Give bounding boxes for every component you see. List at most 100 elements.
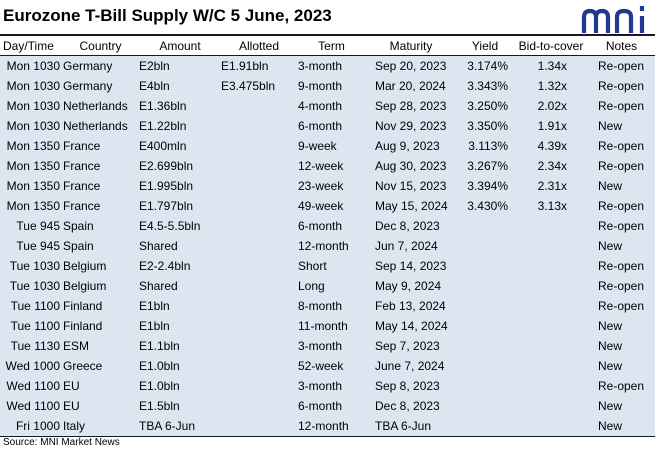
cell-maturity: Sep 28, 2023 <box>375 99 447 113</box>
cell-country: Germany <box>63 59 113 73</box>
cell-bid-to-cover <box>514 416 588 437</box>
cell-maturity: Mar 20, 2024 <box>375 79 446 93</box>
header-yield: Yield <box>456 36 514 56</box>
cell-notes: New <box>598 399 623 413</box>
cell-allotted <box>221 256 297 276</box>
table-row: Mon 1350 France E400mln 9-week Aug 9, 2023 3.… <box>0 136 655 156</box>
cell-country: Spain <box>63 219 94 233</box>
cell-maturity: Dec 8, 2023 <box>375 399 440 413</box>
cell-notes: New <box>598 179 623 193</box>
cell-yield: 3.113% <box>468 139 508 153</box>
cell-day-time: Tue 945 <box>16 219 60 233</box>
header-maturity: Maturity <box>366 36 456 56</box>
tbill-supply-table: Day/Time Country Amount Allotted Term Ma… <box>0 36 655 437</box>
cell-allotted <box>221 356 297 376</box>
header-country: Country <box>62 36 139 56</box>
cell-maturity: Jun 7, 2024 <box>375 239 438 253</box>
cell-day-time: Mon 1030 <box>6 99 60 113</box>
table-row: Mon 1030 Germany E4bln E3.475bln 9-month Mar … <box>0 76 655 96</box>
cell-amount: E1bln <box>139 299 170 313</box>
cell-term: 3-month <box>298 339 343 353</box>
cell-term: 12-month <box>298 239 349 253</box>
cell-term: 11-month <box>298 319 348 333</box>
cell-country: Italy <box>63 419 86 433</box>
cell-day-time: Tue 1030 <box>9 279 60 293</box>
cell-yield <box>456 276 514 296</box>
cell-day-time: Tue 1130 <box>10 339 60 353</box>
mni-logo <box>581 6 645 33</box>
cell-amount: E4.5-5.5bln <box>139 219 201 233</box>
header-term: Term <box>297 36 366 56</box>
cell-amount: E1.1bln <box>139 339 180 353</box>
cell-day-time: Wed 1100 <box>6 379 60 393</box>
cell-allotted <box>221 336 297 356</box>
cell-term: 9-week <box>298 139 337 153</box>
cell-maturity: Nov 29, 2023 <box>375 119 447 133</box>
cell-notes: Re-open <box>598 279 645 293</box>
cell-term: 8-month <box>298 299 343 313</box>
cell-maturity: Sep 7, 2023 <box>375 339 440 353</box>
cell-maturity: Aug 30, 2023 <box>375 159 447 173</box>
cell-country: Germany <box>63 79 113 93</box>
table-row: Mon 1350 France E2.699bln 12-week Aug 30, 20… <box>0 156 655 176</box>
cell-yield: 3.174% <box>467 59 508 73</box>
cell-allotted <box>221 96 297 116</box>
cell-amount: E1.36bln <box>139 99 187 113</box>
cell-yield: 3.250% <box>467 99 508 113</box>
cell-bid-to-cover: 2.02x <box>537 99 567 113</box>
cell-notes: New <box>598 419 623 433</box>
cell-allotted <box>221 156 297 176</box>
cell-day-time: Mon 1030 <box>6 59 60 73</box>
cell-yield: 3.343% <box>467 79 508 93</box>
header-amount: Amount <box>139 36 221 56</box>
cell-bid-to-cover: 2.34x <box>537 159 567 173</box>
cell-notes: New <box>598 339 623 353</box>
cell-country: Belgium <box>63 279 107 293</box>
cell-term: Long <box>298 279 325 293</box>
cell-maturity: May 14, 2024 <box>375 319 448 333</box>
cell-maturity: Dec 8, 2023 <box>375 219 440 233</box>
cell-notes: Re-open <box>598 199 645 213</box>
cell-allotted <box>221 196 297 216</box>
cell-yield <box>456 216 514 236</box>
cell-country: Belgium <box>63 259 107 273</box>
cell-country: Netherlands <box>63 99 128 113</box>
cell-allotted <box>221 176 297 196</box>
table-row: Tue 1030 Belgium Shared Long May 9, 2024 Re-o… <box>0 276 655 296</box>
cell-allotted <box>221 236 297 256</box>
cell-yield <box>456 356 514 376</box>
cell-country: Finland <box>63 299 103 313</box>
cell-country: France <box>63 179 101 193</box>
cell-term: 52-week <box>298 359 344 373</box>
cell-bid-to-cover <box>514 256 588 276</box>
cell-yield <box>456 316 514 336</box>
cell-day-time: Mon 1030 <box>6 119 60 133</box>
cell-yield: 3.350% <box>467 119 508 133</box>
cell-country: France <box>63 159 101 173</box>
cell-maturity: Nov 15, 2023 <box>375 179 447 193</box>
cell-term: 23-week <box>298 179 344 193</box>
cell-yield <box>456 296 514 316</box>
cell-day-time: Mon 1350 <box>6 179 60 193</box>
cell-country: Finland <box>63 319 103 333</box>
cell-notes: Re-open <box>598 99 645 113</box>
cell-amount: E1.0bln <box>139 379 180 393</box>
cell-bid-to-cover <box>514 316 588 336</box>
table-row: Wed 1100 EU E1.5bln 6-month Dec 8, 2023 New <box>0 396 655 416</box>
cell-day-time: Tue 1030 <box>9 259 60 273</box>
table-row: Wed 1000 Greece E1.0bln 52-week June 7, 2024… <box>0 356 655 376</box>
cell-amount: E2-2.4bln <box>139 259 191 273</box>
cell-allotted <box>221 296 297 316</box>
cell-amount: Shared <box>139 279 178 293</box>
cell-country: Netherlands <box>63 119 128 133</box>
cell-yield <box>456 396 514 416</box>
cell-amount: E1.5bln <box>139 399 180 413</box>
table-row: Mon 1350 France E1.797bln 49-week May 15, 20… <box>0 196 655 216</box>
cell-term: 4-month <box>298 99 343 113</box>
cell-notes: Re-open <box>598 299 645 313</box>
table-row: Wed 1100 EU E1.0bln 3-month Sep 8, 2023 Re-op… <box>0 376 655 396</box>
title-rule <box>0 34 655 36</box>
cell-term: 3-month <box>298 59 343 73</box>
table-row: Mon 1030 Netherlands E1.36bln 4-month Sep 28… <box>0 96 655 116</box>
cell-yield: 3.267% <box>467 159 508 173</box>
